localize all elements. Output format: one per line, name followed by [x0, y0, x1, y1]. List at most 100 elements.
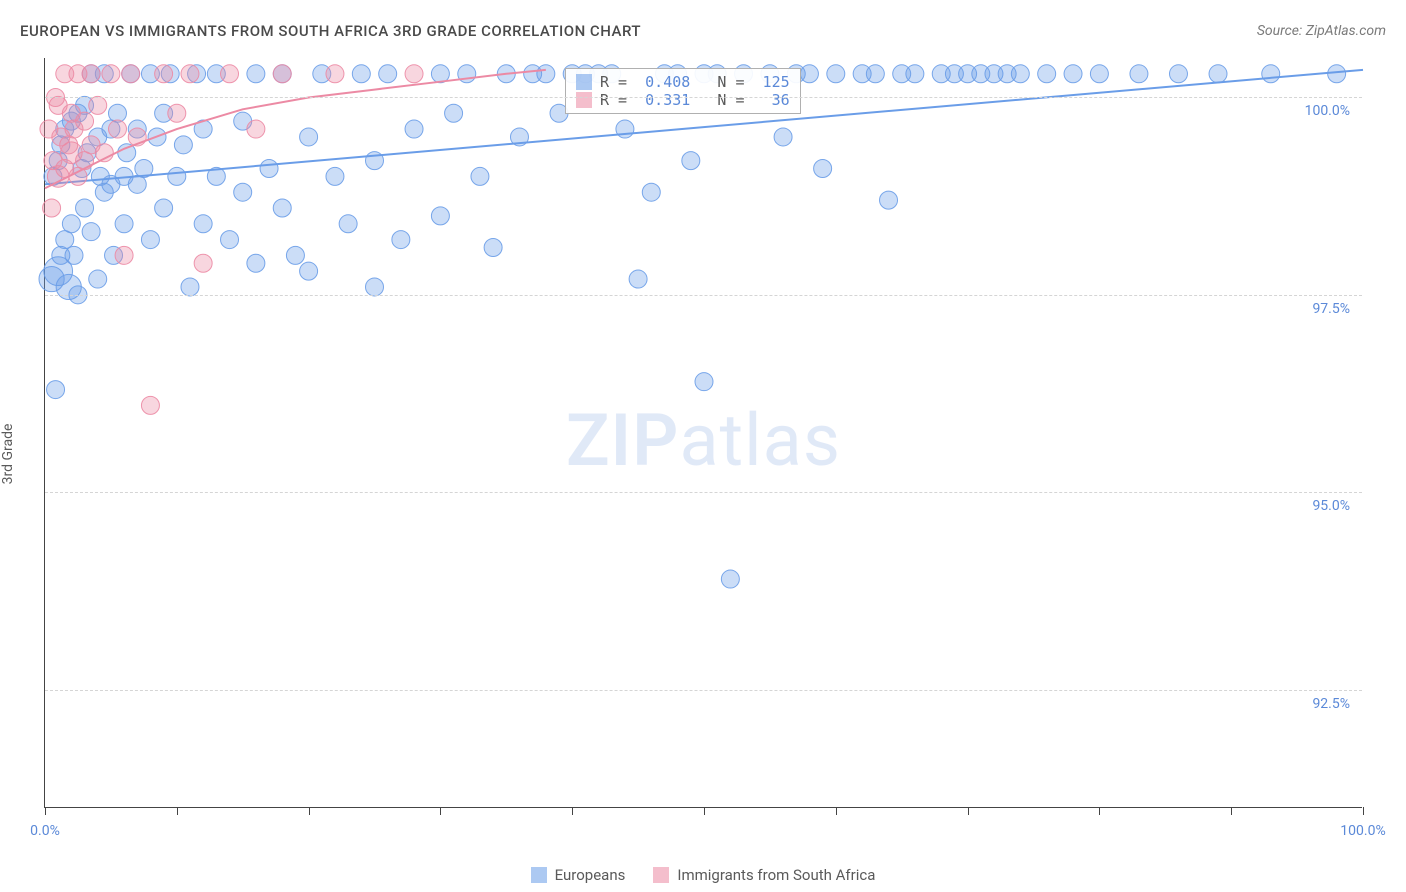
data-point-immigrants	[115, 246, 133, 264]
data-point-europeans	[115, 215, 133, 233]
x-tick	[1363, 807, 1364, 815]
data-point-europeans	[1262, 65, 1280, 83]
legend-bar: Europeans Immigrants from South Africa	[0, 866, 1406, 884]
data-point-immigrants	[273, 65, 291, 83]
data-point-europeans	[405, 120, 423, 138]
data-point-europeans	[471, 167, 489, 185]
data-point-europeans	[47, 381, 65, 399]
y-tick-label: 100.0%	[1305, 103, 1350, 119]
x-tick	[1099, 807, 1100, 815]
data-point-immigrants	[108, 120, 126, 138]
data-point-europeans	[695, 373, 713, 391]
x-tick-label: 0.0%	[30, 823, 60, 839]
data-point-immigrants	[82, 65, 100, 83]
legend-item-immigrants: Immigrants from South Africa	[653, 866, 875, 884]
data-point-immigrants	[247, 120, 265, 138]
data-point-europeans	[194, 215, 212, 233]
swatch-europeans	[576, 74, 592, 90]
legend-swatch-immigrants	[653, 867, 669, 883]
data-point-europeans	[273, 199, 291, 217]
data-point-europeans	[774, 128, 792, 146]
data-point-europeans	[168, 167, 186, 185]
data-point-europeans	[445, 104, 463, 122]
gridline-h	[45, 295, 1362, 296]
x-tick	[440, 807, 441, 815]
data-point-immigrants	[141, 396, 159, 414]
x-tick	[177, 807, 178, 815]
x-tick	[968, 807, 969, 815]
x-tick	[45, 807, 46, 815]
y-axis-label: 3rd Grade	[0, 424, 16, 485]
data-point-europeans	[1328, 65, 1346, 83]
legend-swatch-europeans	[531, 867, 547, 883]
data-point-europeans	[82, 223, 100, 241]
x-tick	[836, 807, 837, 815]
data-point-europeans	[1064, 65, 1082, 83]
data-point-immigrants	[181, 65, 199, 83]
chart-title: EUROPEAN VS IMMIGRANTS FROM SOUTH AFRICA…	[20, 22, 641, 40]
stats-row-immigrants: R = 0.331 N = 36	[576, 91, 790, 109]
data-point-europeans	[814, 160, 832, 178]
x-tick-label: 100.0%	[1340, 823, 1385, 839]
data-point-europeans	[234, 183, 252, 201]
x-tick	[704, 807, 705, 815]
data-point-europeans	[76, 199, 94, 217]
data-point-immigrants	[168, 104, 186, 122]
data-point-europeans	[906, 65, 924, 83]
legend-item-europeans: Europeans	[531, 866, 626, 884]
data-point-immigrants	[102, 65, 120, 83]
scatter-plot-svg	[45, 58, 1362, 807]
data-point-europeans	[866, 65, 884, 83]
data-point-europeans	[65, 246, 83, 264]
data-point-europeans	[484, 238, 502, 256]
data-point-europeans	[379, 65, 397, 83]
data-point-europeans	[1011, 65, 1029, 83]
data-point-europeans	[221, 231, 239, 249]
data-point-europeans	[174, 136, 192, 154]
legend-label-immigrants: Immigrants from South Africa	[677, 866, 875, 884]
data-point-europeans	[682, 152, 700, 170]
data-point-europeans	[181, 278, 199, 296]
data-point-europeans	[629, 270, 647, 288]
gridline-h	[45, 97, 1362, 98]
data-point-europeans	[1169, 65, 1187, 83]
data-point-europeans	[1209, 65, 1227, 83]
data-point-europeans	[89, 270, 107, 288]
data-point-europeans	[880, 191, 898, 209]
swatch-immigrants	[576, 92, 592, 108]
data-point-europeans	[1130, 65, 1148, 83]
stats-text-immigrants: R = 0.331 N = 36	[600, 91, 790, 109]
legend-label-europeans: Europeans	[555, 866, 626, 884]
data-point-europeans	[260, 160, 278, 178]
title-bar: EUROPEAN VS IMMIGRANTS FROM SOUTH AFRICA…	[20, 22, 1386, 40]
data-point-europeans	[286, 246, 304, 264]
data-point-europeans	[431, 207, 449, 225]
stats-legend-box: R = 0.408 N = 125R = 0.331 N = 36	[565, 68, 801, 114]
gridline-h	[45, 492, 1362, 493]
source-label: Source: ZipAtlas.com	[1257, 23, 1386, 39]
data-point-immigrants	[89, 96, 107, 114]
data-point-immigrants	[221, 65, 239, 83]
data-point-europeans	[326, 167, 344, 185]
data-point-immigrants	[43, 199, 61, 217]
data-point-europeans	[366, 278, 384, 296]
data-point-europeans	[141, 231, 159, 249]
data-point-europeans	[339, 215, 357, 233]
data-point-europeans	[721, 570, 739, 588]
y-tick-label: 92.5%	[1312, 696, 1350, 712]
data-point-europeans	[1090, 65, 1108, 83]
y-tick-label: 97.5%	[1312, 301, 1350, 317]
data-point-europeans	[155, 199, 173, 217]
data-point-europeans	[827, 65, 845, 83]
data-point-immigrants	[194, 254, 212, 272]
y-tick-label: 95.0%	[1312, 498, 1350, 514]
data-point-europeans	[247, 65, 265, 83]
stats-text-europeans: R = 0.408 N = 125	[600, 73, 790, 91]
x-tick	[1231, 807, 1232, 815]
data-point-europeans	[300, 262, 318, 280]
data-point-europeans	[1038, 65, 1056, 83]
data-point-europeans	[537, 65, 555, 83]
data-point-immigrants	[76, 112, 94, 130]
data-point-europeans	[392, 231, 410, 249]
data-point-europeans	[642, 183, 660, 201]
